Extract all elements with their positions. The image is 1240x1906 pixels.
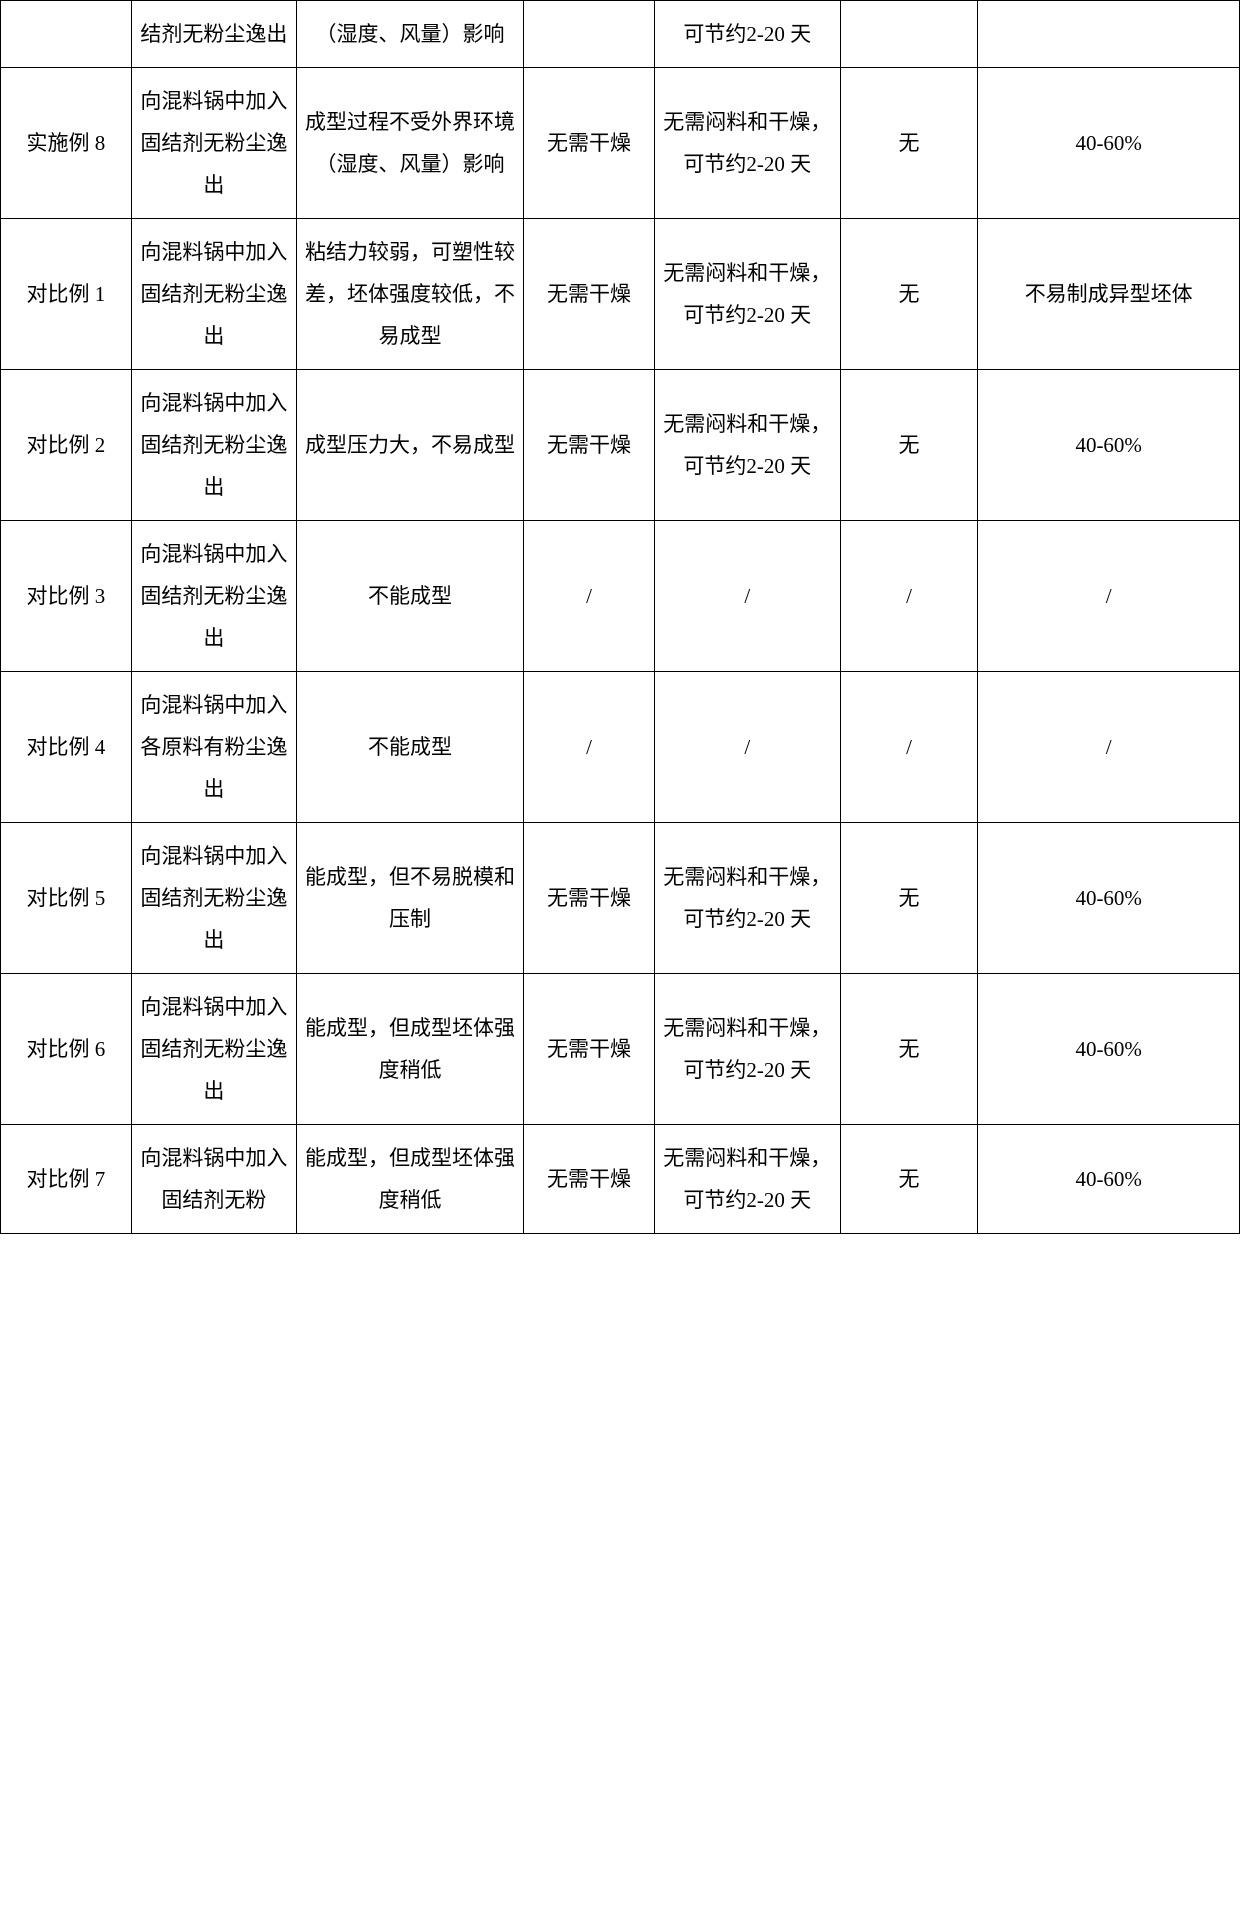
table-row: 对比例 7 向混料锅中加入固结剂无粉 能成型，但成型坯体强度稍低 无需干燥 无需…	[1, 1125, 1240, 1234]
cell-label: 对比例 5	[1, 823, 132, 974]
cell-rate: 40-60%	[978, 974, 1240, 1125]
cell-drying	[524, 1, 655, 68]
cell-label: 对比例 2	[1, 370, 132, 521]
table-row: 对比例 6 向混料锅中加入固结剂无粉尘逸出 能成型，但成型坯体强度稍低 无需干燥…	[1, 974, 1240, 1125]
table-row: 对比例 2 向混料锅中加入固结剂无粉尘逸出 成型压力大，不易成型 无需干燥 无需…	[1, 370, 1240, 521]
cell-mixing: 向混料锅中加入固结剂无粉尘逸出	[131, 370, 296, 521]
cell-forming: 不能成型	[296, 521, 523, 672]
cell-extra	[840, 1, 978, 68]
cell-extra: 无	[840, 823, 978, 974]
cell-label: 实施例 8	[1, 68, 132, 219]
cell-rate: 不易制成异型坯体	[978, 219, 1240, 370]
cell-drying: /	[524, 521, 655, 672]
cell-saving: /	[654, 672, 840, 823]
cell-saving: 无需闷料和干燥，可节约2-20 天	[654, 68, 840, 219]
cell-drying: /	[524, 672, 655, 823]
table-row: 对比例 4 向混料锅中加入各原料有粉尘逸出 不能成型 / / / /	[1, 672, 1240, 823]
cell-extra: 无	[840, 370, 978, 521]
cell-label: 对比例 6	[1, 974, 132, 1125]
cell-forming: 粘结力较弱，可塑性较差，坯体强度较低，不易成型	[296, 219, 523, 370]
table-row: 对比例 3 向混料锅中加入固结剂无粉尘逸出 不能成型 / / / /	[1, 521, 1240, 672]
cell-drying: 无需干燥	[524, 974, 655, 1125]
table-row: 对比例 1 向混料锅中加入固结剂无粉尘逸出 粘结力较弱，可塑性较差，坯体强度较低…	[1, 219, 1240, 370]
cell-rate: /	[978, 672, 1240, 823]
cell-label: 对比例 3	[1, 521, 132, 672]
cell-forming: 成型压力大，不易成型	[296, 370, 523, 521]
cell-saving: 无需闷料和干燥，可节约2-20 天	[654, 823, 840, 974]
cell-label: 对比例 4	[1, 672, 132, 823]
cell-saving: 可节约2-20 天	[654, 1, 840, 68]
comparison-table: 结剂无粉尘逸出 （湿度、风量）影响 可节约2-20 天 实施例 8 向混料锅中加…	[0, 0, 1240, 1234]
table-row: 结剂无粉尘逸出 （湿度、风量）影响 可节约2-20 天	[1, 1, 1240, 68]
cell-label: 对比例 1	[1, 219, 132, 370]
cell-drying: 无需干燥	[524, 219, 655, 370]
cell-forming: 能成型，但成型坯体强度稍低	[296, 1125, 523, 1234]
cell-rate: 40-60%	[978, 370, 1240, 521]
cell-saving: 无需闷料和干燥，可节约2-20 天	[654, 219, 840, 370]
cell-label	[1, 1, 132, 68]
cell-mixing: 向混料锅中加入固结剂无粉尘逸出	[131, 68, 296, 219]
cell-saving: 无需闷料和干燥，可节约2-20 天	[654, 974, 840, 1125]
cell-mixing: 向混料锅中加入固结剂无粉尘逸出	[131, 219, 296, 370]
cell-rate: /	[978, 521, 1240, 672]
cell-forming: 成型过程不受外界环境（湿度、风量）影响	[296, 68, 523, 219]
cell-extra: /	[840, 672, 978, 823]
cell-rate: 40-60%	[978, 823, 1240, 974]
cell-mixing: 向混料锅中加入固结剂无粉	[131, 1125, 296, 1234]
cell-saving: 无需闷料和干燥，可节约2-20 天	[654, 1125, 840, 1234]
cell-rate	[978, 1, 1240, 68]
table-body: 结剂无粉尘逸出 （湿度、风量）影响 可节约2-20 天 实施例 8 向混料锅中加…	[1, 1, 1240, 1234]
cell-label: 对比例 7	[1, 1125, 132, 1234]
cell-forming: 能成型，但不易脱模和压制	[296, 823, 523, 974]
cell-drying: 无需干燥	[524, 823, 655, 974]
cell-drying: 无需干燥	[524, 68, 655, 219]
cell-forming: 能成型，但成型坯体强度稍低	[296, 974, 523, 1125]
cell-saving: /	[654, 521, 840, 672]
cell-forming: 不能成型	[296, 672, 523, 823]
table-row: 对比例 5 向混料锅中加入固结剂无粉尘逸出 能成型，但不易脱模和压制 无需干燥 …	[1, 823, 1240, 974]
cell-extra: 无	[840, 68, 978, 219]
cell-mixing: 向混料锅中加入固结剂无粉尘逸出	[131, 823, 296, 974]
cell-rate: 40-60%	[978, 1125, 1240, 1234]
cell-saving: 无需闷料和干燥，可节约2-20 天	[654, 370, 840, 521]
cell-extra: 无	[840, 974, 978, 1125]
table-row: 实施例 8 向混料锅中加入固结剂无粉尘逸出 成型过程不受外界环境（湿度、风量）影…	[1, 68, 1240, 219]
cell-mixing: 向混料锅中加入固结剂无粉尘逸出	[131, 974, 296, 1125]
cell-drying: 无需干燥	[524, 1125, 655, 1234]
cell-mixing: 向混料锅中加入各原料有粉尘逸出	[131, 672, 296, 823]
cell-forming: （湿度、风量）影响	[296, 1, 523, 68]
cell-extra: /	[840, 521, 978, 672]
cell-rate: 40-60%	[978, 68, 1240, 219]
cell-mixing: 结剂无粉尘逸出	[131, 1, 296, 68]
cell-drying: 无需干燥	[524, 370, 655, 521]
cell-mixing: 向混料锅中加入固结剂无粉尘逸出	[131, 521, 296, 672]
cell-extra: 无	[840, 219, 978, 370]
cell-extra: 无	[840, 1125, 978, 1234]
